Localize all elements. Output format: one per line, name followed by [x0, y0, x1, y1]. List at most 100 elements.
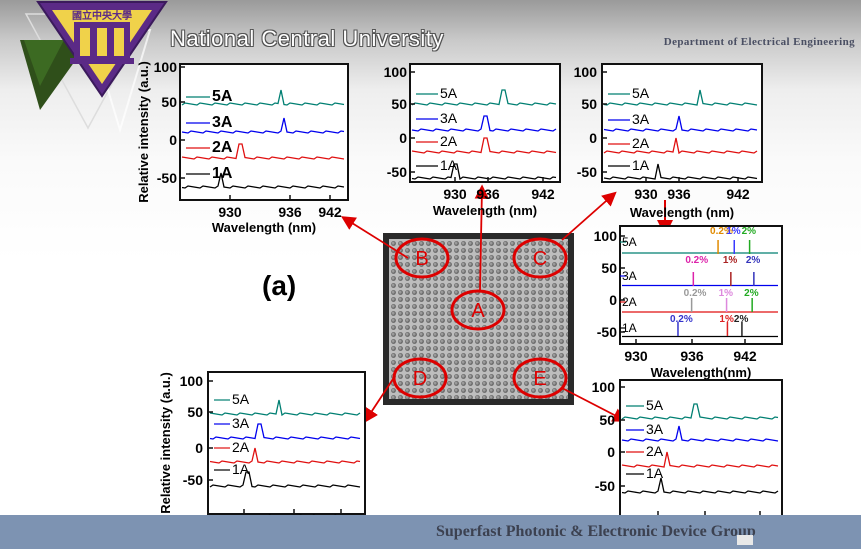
- series-3A: [621, 425, 779, 442]
- series-5A: [621, 403, 779, 420]
- series-label-3A: 3A: [632, 111, 650, 127]
- series-label-1A: 1A: [632, 157, 650, 173]
- x-tick-label: 942: [318, 204, 342, 220]
- plot-frame: [409, 63, 561, 183]
- y-tick-label: -50: [597, 324, 617, 340]
- series-2A: [411, 137, 557, 154]
- mark-label: 0.2%: [685, 255, 708, 266]
- series-label-1A: 1A: [622, 321, 637, 335]
- region-marker-D: [392, 357, 448, 399]
- series-3A: [209, 423, 361, 440]
- y-tick-label: 50: [601, 260, 617, 276]
- region-label-B: B: [415, 248, 428, 270]
- figure-label: (a): [262, 270, 297, 301]
- footer-bar: Superfast Photonic & Electronic Device G…: [0, 515, 861, 549]
- series-label-3A: 3A: [440, 110, 458, 126]
- y-tick-label: 50: [581, 96, 597, 112]
- series-label-5A: 5A: [622, 235, 637, 249]
- footer-mark: [737, 535, 753, 545]
- region-label-E: E: [533, 368, 546, 390]
- x-axis-label: Wavelength (nm): [212, 220, 316, 235]
- plot-frame: [601, 63, 763, 183]
- x-tick-label: 936: [680, 348, 704, 364]
- series-label-2A: 2A: [212, 139, 233, 156]
- x-tick-label: 930: [443, 186, 467, 202]
- x-tick-label: 942: [531, 186, 555, 202]
- mark-label: 2%: [734, 314, 749, 325]
- series-3A: [603, 115, 758, 132]
- chart-detail: 5A0.2%1% 2%3A0.2% 1% 2%2A0.2% 1% 2%1A0.2% 1% 2%…: [594, 225, 783, 380]
- series-label-1A: 1A: [646, 465, 664, 481]
- series-label-3A: 3A: [622, 269, 637, 283]
- vcsel-array-photo: [383, 233, 574, 405]
- series-label-2A: 2A: [646, 443, 664, 459]
- series-5A: [603, 89, 758, 106]
- series-5A: [209, 399, 361, 417]
- series-label-2A: 2A: [440, 133, 458, 149]
- x-tick-label: 930: [634, 186, 658, 202]
- region-marker-C: [512, 237, 568, 279]
- region-marker-B: [394, 237, 450, 279]
- x-tick-label: 936: [667, 186, 691, 202]
- department-name: Department of Electrical Engineering: [663, 36, 855, 48]
- series-label-3A: 3A: [212, 114, 233, 131]
- x-tick-label: 936: [278, 204, 302, 220]
- mark-label: 0.2%: [684, 288, 707, 299]
- y-tick-label: 0: [609, 292, 617, 308]
- plot-frame: [619, 379, 783, 517]
- series-1A: [209, 471, 361, 488]
- series-label-5A: 5A: [232, 391, 250, 407]
- series-2A: [603, 137, 758, 155]
- y-tick-label: 100: [384, 64, 408, 80]
- series-3A: [411, 115, 557, 132]
- series-1A: [603, 163, 758, 180]
- mark-label: 2%: [744, 288, 759, 299]
- seal-text: 國立中央大學: [72, 9, 132, 22]
- y-tick-label: 100: [574, 64, 598, 80]
- y-tick-label: -50: [577, 164, 597, 180]
- y-tick-label: 100: [154, 59, 178, 75]
- series-label-1A: 1A: [232, 461, 250, 477]
- region-label-C: C: [533, 248, 547, 270]
- footer-text: Superfast Photonic & Electronic Device G…: [436, 523, 756, 540]
- y-tick-label: 50: [161, 94, 177, 110]
- series-label-1A: 1A: [212, 165, 233, 182]
- mark-label: 0.2%: [710, 226, 733, 237]
- mark-label: 1%: [719, 314, 734, 325]
- y-tick-label: -50: [183, 472, 203, 488]
- y-axis-label: Relative intensity (a.u.): [158, 372, 173, 514]
- series-1A: [181, 172, 345, 189]
- header-title: National Central University: [170, 26, 444, 51]
- x-tick-label: 930: [218, 204, 242, 220]
- series-label-3A: 3A: [646, 421, 664, 437]
- y-tick-label: 50: [391, 96, 407, 112]
- y-tick-label: 100: [594, 228, 618, 244]
- y-tick-label: -50: [157, 170, 177, 186]
- mark-label: 1%: [719, 288, 734, 299]
- region-marker-E: [512, 357, 568, 399]
- y-tick-label: 100: [180, 373, 204, 389]
- series-label-5A: 5A: [212, 88, 233, 105]
- series-label-5A: 5A: [646, 397, 664, 413]
- y-tick-label: 0: [399, 130, 407, 146]
- chart-C: 5A 3A 2A 1A 100 50 0 -50 930 936 942 Wavelength (nm…: [574, 63, 763, 220]
- x-tick-label: 942: [726, 186, 750, 202]
- y-tick-label: 0: [607, 444, 615, 460]
- mark-label: 2%: [746, 255, 761, 266]
- x-tick-label: 930: [624, 348, 648, 364]
- series-5A: [411, 89, 557, 106]
- plot-frame: [207, 371, 366, 515]
- series-label-5A: 5A: [440, 85, 458, 101]
- university-seal: 國立中央大學: [36, 0, 168, 98]
- y-tick-label: -50: [387, 164, 407, 180]
- mark-label: 1%: [723, 255, 738, 266]
- series-label-1A: 1A: [440, 157, 458, 173]
- y-tick-label: -50: [595, 478, 615, 494]
- y-tick-label: 50: [187, 404, 203, 420]
- region-label-D: D: [413, 368, 427, 390]
